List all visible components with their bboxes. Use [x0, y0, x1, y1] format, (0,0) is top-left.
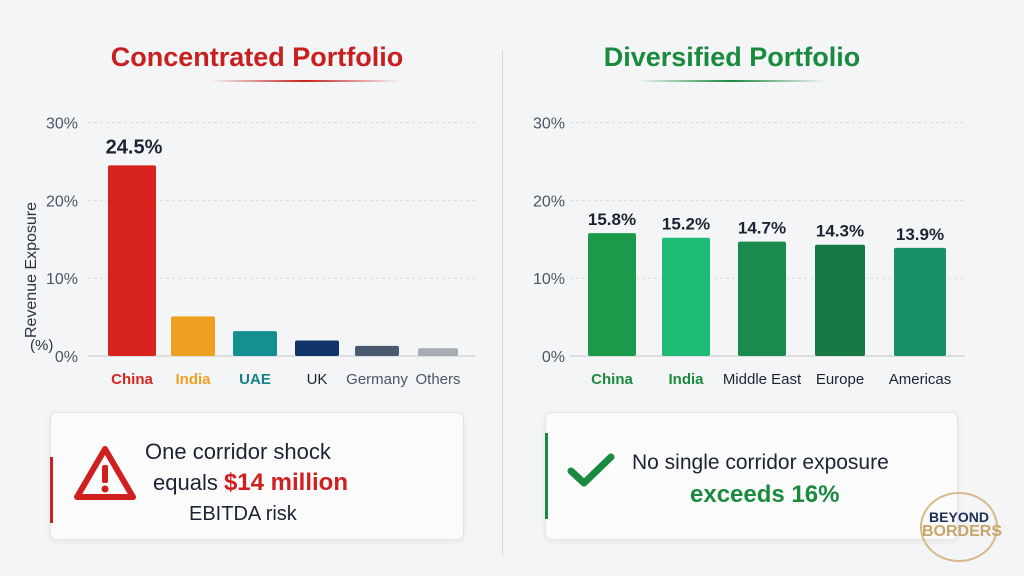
right-data-label: 14.7% [738, 219, 786, 238]
right-x-label: India [668, 371, 704, 388]
left-bar-india [171, 316, 215, 356]
left-y-tick: 20% [46, 193, 78, 210]
left-y-tick: 0% [55, 349, 78, 366]
y-axis-unit: (%) [30, 337, 53, 354]
right-x-label: China [591, 371, 633, 388]
right-title-underline [636, 80, 826, 82]
right-bar-americas [894, 247, 946, 356]
right-y-tick: 20% [533, 193, 565, 210]
left-x-label: Others [415, 371, 460, 388]
logo-line1: BEYOND [929, 509, 989, 525]
left-bar-uk [295, 340, 339, 356]
left-callout: One corridor shock equals $14 million EB… [50, 412, 464, 540]
right-callout-line2: exceeds 16% [690, 481, 840, 508]
left-chart-title: Concentrated Portfolio [110, 42, 404, 72]
left-x-label: Germany [346, 371, 408, 388]
right-data-label: 15.2% [662, 215, 710, 234]
left-callout-equals: equals [153, 470, 224, 495]
left-y-tick: 10% [46, 271, 78, 288]
checkmark-icon [567, 453, 615, 487]
divider [502, 50, 503, 555]
left-data-label: 24.5% [106, 136, 163, 158]
right-callout-accent [545, 433, 548, 519]
left-callout-amount: $14 million [223, 469, 348, 496]
left-x-label: India [175, 371, 211, 388]
right-x-label: Europe [816, 371, 864, 388]
left-y-tick: 30% [46, 116, 78, 133]
y-axis-label: Revenue Exposure [23, 202, 40, 338]
left-bar-others [418, 348, 458, 356]
left-bar-uae [233, 331, 277, 356]
right-bar-india [662, 237, 710, 356]
right-callout-line1: No single corridor exposure [632, 451, 889, 474]
left-x-label: China [111, 371, 153, 388]
right-x-label: Americas [889, 371, 952, 388]
left-bar-china [108, 165, 156, 356]
right-data-label: 13.9% [896, 225, 944, 244]
left-x-label: UK [307, 371, 328, 388]
right-callout: No single corridor exposure exceeds 16% [545, 412, 958, 540]
beyond-borders-logo: BEYOND BORDERS [920, 492, 1003, 562]
left-x-label: UAE [239, 371, 271, 388]
left-callout-line2: equals $14 million [153, 469, 348, 497]
left-callout-accent [50, 457, 53, 523]
left-bar-germany [355, 345, 399, 356]
right-y-tick: 0% [542, 349, 565, 366]
right-data-label: 15.8% [588, 210, 636, 229]
right-chart-title: Diversified Portfolio [603, 42, 861, 72]
logo-line2: BORDERS [922, 523, 1003, 540]
right-x-label: Middle East [723, 371, 802, 388]
right-bar-middle-east [738, 241, 786, 356]
left-callout-line1: One corridor shock [145, 439, 331, 464]
right-bar-europe [815, 244, 865, 356]
left-title-underline [210, 80, 400, 82]
right-data-label: 14.3% [816, 222, 864, 241]
right-y-tick: 30% [533, 116, 565, 133]
right-y-tick: 10% [533, 271, 565, 288]
warning-icon [74, 446, 136, 500]
right-bar-china [588, 233, 636, 356]
left-callout-line3: EBITDA risk [189, 503, 297, 525]
